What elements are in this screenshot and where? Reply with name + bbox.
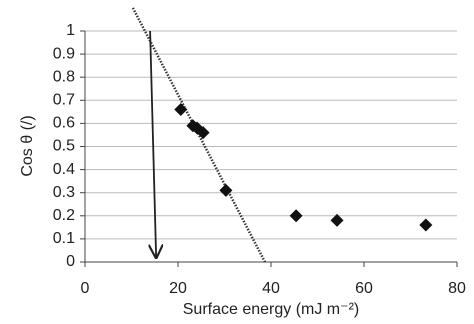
y-tick-label: 0.2 (53, 207, 75, 224)
x-axis-label: Surface energy (mJ m⁻²) (183, 301, 359, 318)
y-tick-label: 0.8 (53, 68, 75, 85)
arrow (150, 30, 156, 257)
y-tick-label: 1 (66, 22, 75, 39)
x-tick-label: 60 (355, 280, 373, 297)
data-point (289, 209, 303, 223)
x-tick-label: 0 (81, 280, 90, 297)
data-point (219, 183, 233, 197)
y-tick-label: 0 (66, 253, 75, 270)
y-tick-label: 0.5 (53, 138, 75, 155)
y-tick-label: 0.4 (53, 161, 75, 178)
y-tick-label: 0.1 (53, 230, 75, 247)
y-tick-label: 0.6 (53, 115, 75, 132)
data-point (196, 126, 210, 140)
y-tick-label: 0.3 (53, 184, 75, 201)
x-tick-label: 20 (169, 280, 187, 297)
x-tick-label: 40 (262, 280, 280, 297)
y-tick-label: 0.9 (53, 45, 75, 62)
y-axis-label: Cos θ (/) (19, 115, 36, 176)
y-tick-label: 0.7 (53, 92, 75, 109)
data-point (330, 213, 344, 227)
x-tick-label: 80 (448, 280, 466, 297)
data-point (174, 103, 188, 117)
data-point (419, 218, 433, 232)
